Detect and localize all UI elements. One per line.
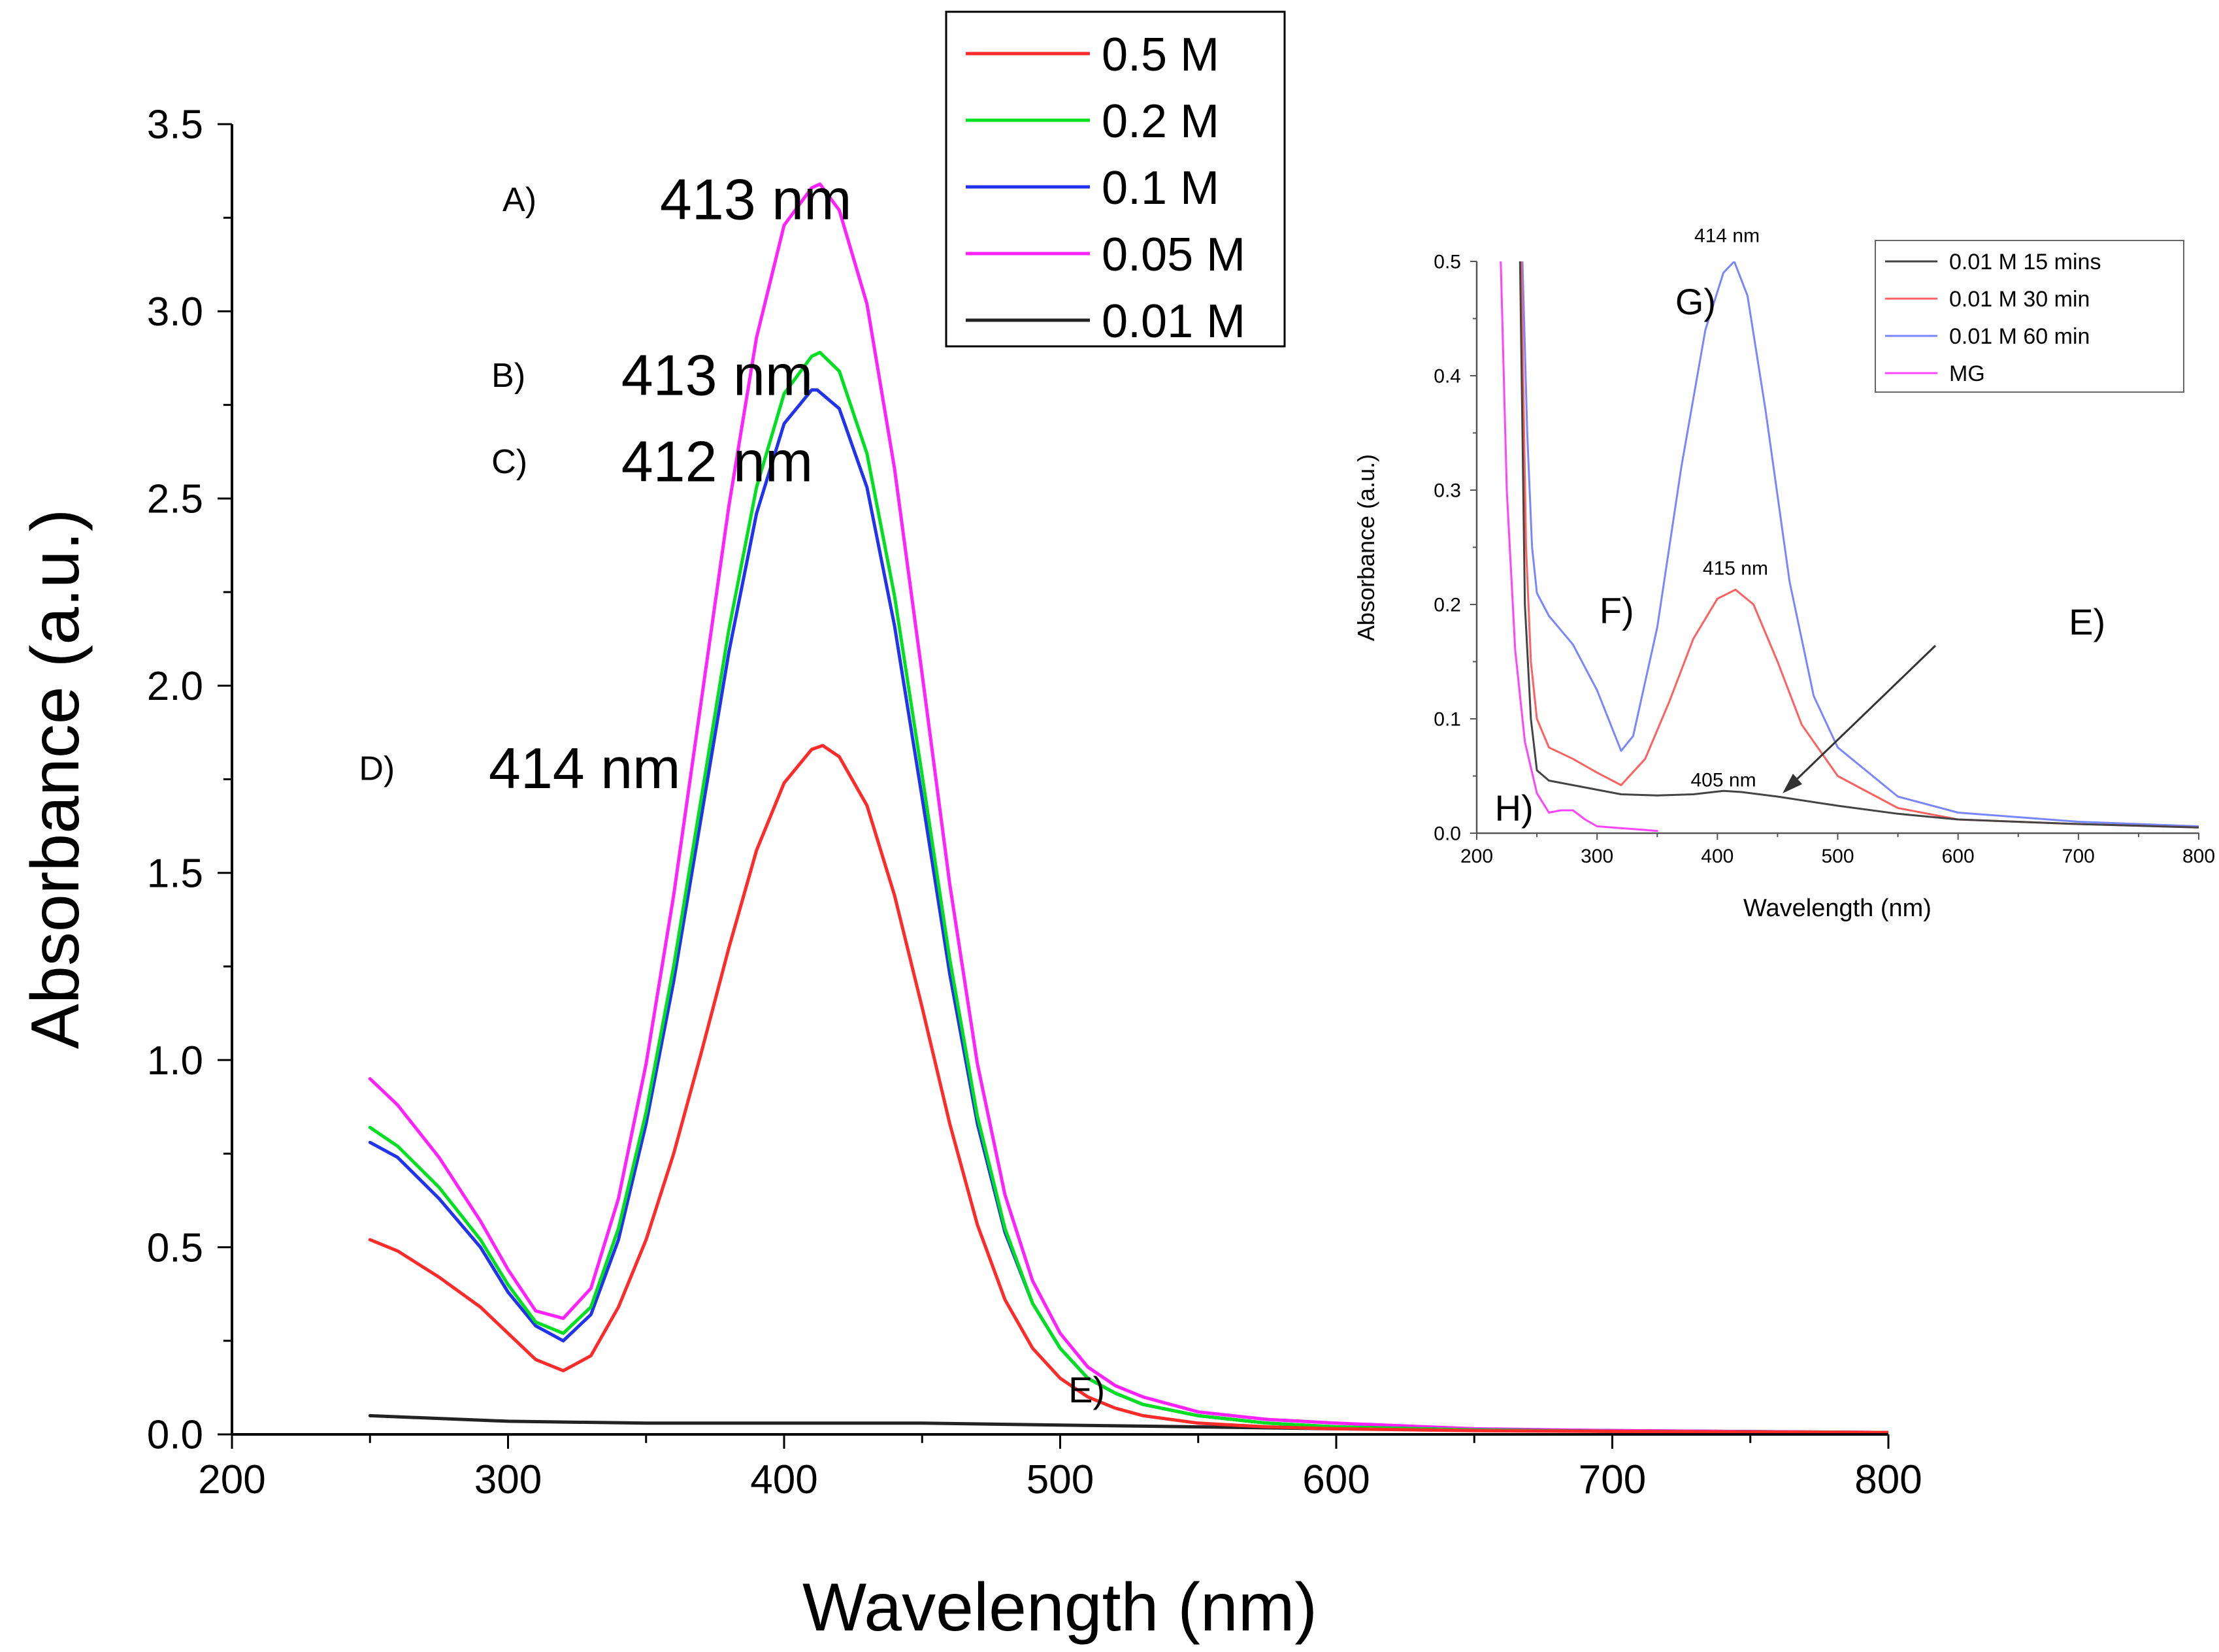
inset-y-tick-label: 0.5 — [1434, 252, 1461, 273]
main-annotation: 412 nm — [621, 429, 814, 493]
inset-arrow-shaft — [1789, 644, 1937, 787]
main-legend-label: 0.5 M — [1102, 29, 1219, 81]
inset-x-ticks: 200 300 400 500 600 700 800 — [1460, 833, 2215, 867]
inset-x-tick-label: 800 — [2182, 846, 2215, 867]
main-chart: 200 300 400 500 600 700 800 0.0 0.5 1.0 1.5 2.0 2.5… — [18, 10, 1922, 1645]
inset-arrow-e — [1783, 644, 1937, 793]
inset-y-tick-label: 0.4 — [1434, 366, 1461, 388]
main-annotation: C) — [491, 443, 527, 481]
inset-series-line — [1519, 261, 2199, 829]
inset-y-tick-label: 0.1 — [1434, 709, 1461, 731]
main-legend-label: 0.2 M — [1102, 95, 1219, 148]
main-series-line — [368, 744, 1888, 1434]
inset-legend: 0.01 M 15 mins 0.01 M 30 min 0.01 M 60 min… — [1875, 240, 2184, 393]
inset-annotations: 414 nm 415 nm 405 nm G) F) E) H) — [1495, 225, 2105, 829]
main-legend-label: 0.01 M — [1102, 295, 1245, 348]
inset-annotation: E) — [2069, 601, 2105, 642]
inset-annotation: 405 nm — [1691, 769, 1756, 791]
main-annotation: A) — [502, 181, 536, 219]
inset-y-axis-label: Absorbance (a.u.) — [1353, 454, 1379, 641]
main-annotation: B) — [491, 357, 525, 395]
inset-annotation: 415 nm — [1703, 558, 1768, 580]
main-legend: 0.5 M 0.2 M 0.1 M 0.05 M 0.01 M — [945, 10, 1286, 348]
inset-series-line — [1500, 261, 1658, 832]
main-y-tick-label: 0.5 — [147, 1225, 203, 1270]
inset-x-tick-label: 500 — [1821, 846, 1854, 867]
inset-series-line — [1520, 261, 2199, 829]
main-x-tick-label: 800 — [1854, 1457, 1922, 1502]
main-annotation: D) — [359, 750, 395, 788]
inset-legend-label: 0.01 M 30 min — [1949, 287, 2090, 312]
inset-chart: 200 300 400 500 600 700 800 0.0 0.1 0.2 0.3 0.4 0.5… — [1353, 225, 2215, 922]
main-legend-label: 0.1 M — [1102, 162, 1219, 214]
main-x-tick-label: 400 — [750, 1457, 817, 1502]
inset-y-tick-label: 0.3 — [1434, 480, 1461, 502]
main-y-tick-label: 3.5 — [147, 103, 203, 148]
main-annotation: 414 nm — [489, 736, 681, 801]
main-legend-box — [945, 10, 1286, 348]
inset-legend-label: 0.01 M 60 min — [1949, 324, 2090, 349]
inset-x-tick-label: 400 — [1701, 846, 1734, 867]
main-x-axis-label: Wavelength (nm) — [802, 1570, 1317, 1645]
main-annotation: E) — [1068, 1369, 1105, 1410]
inset-series-line — [1521, 261, 2199, 827]
main-x-tick-label: 200 — [198, 1457, 265, 1502]
inset-series-group — [1500, 261, 2199, 832]
main-annotation: 413 nm — [621, 343, 814, 408]
main-y-axis-label: Absorbance (a.u.) — [18, 509, 93, 1049]
inset-x-tick-label: 700 — [2062, 846, 2095, 867]
inset-y-tick-label: 0.2 — [1434, 595, 1461, 616]
inset-legend-label: 0.01 M 15 mins — [1949, 250, 2101, 274]
main-series-line — [368, 182, 1888, 1434]
inset-annotation: F) — [1600, 589, 1634, 631]
inset-x-axis-label: Wavelength (nm) — [1743, 895, 1931, 922]
inset-y-tick-label: 0.0 — [1434, 823, 1461, 845]
inset-annotation: G) — [1675, 281, 1716, 322]
inset-x-tick-label: 200 — [1460, 846, 1493, 867]
inset-y-ticks: 0.0 0.1 0.2 0.3 0.4 0.5 — [1434, 252, 1477, 845]
inset-x-tick-label: 300 — [1581, 846, 1613, 867]
main-y-tick-label: 3.0 — [147, 289, 203, 335]
inset-annotation: H) — [1495, 787, 1534, 829]
main-x-tick-label: 700 — [1579, 1457, 1646, 1502]
main-legend-label: 0.05 M — [1102, 229, 1245, 281]
main-y-tick-label: 2.0 — [147, 664, 203, 709]
main-y-ticks: 0.0 0.5 1.0 1.5 2.0 2.5 3.0 3.5 — [147, 103, 232, 1458]
main-x-ticks: 200 300 400 500 600 700 800 — [198, 1434, 1922, 1502]
inset-legend-label: MG — [1949, 361, 1985, 386]
main-y-tick-label: 1.0 — [147, 1038, 203, 1083]
main-series-group — [368, 182, 1888, 1434]
main-y-tick-label: 2.5 — [147, 477, 203, 522]
inset-x-tick-label: 600 — [1942, 846, 1975, 867]
main-y-tick-label: 0.0 — [147, 1413, 203, 1458]
main-x-tick-label: 500 — [1027, 1457, 1094, 1502]
main-x-tick-label: 300 — [474, 1457, 542, 1502]
main-x-tick-label: 600 — [1302, 1457, 1370, 1502]
main-annotation: 413 nm — [660, 167, 852, 231]
inset-legend-box — [1875, 240, 2184, 393]
inset-annotation: 414 nm — [1694, 225, 1760, 246]
main-annotations: A) 413 nm B) 413 nm C) 412 nm D) 414 nm E) — [359, 167, 1105, 1410]
main-series-line — [368, 350, 1888, 1434]
main-y-tick-label: 1.5 — [147, 851, 203, 896]
inset-arrowhead — [1783, 774, 1802, 793]
